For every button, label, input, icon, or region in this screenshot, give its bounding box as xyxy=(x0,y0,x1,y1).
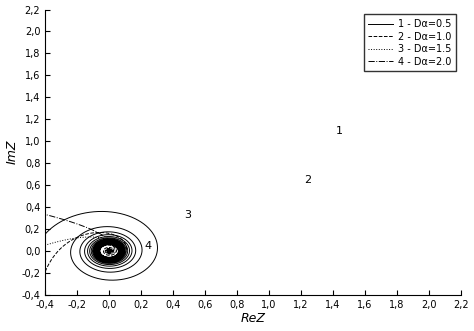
Line: 2 - Dα=1.0: 2 - Dα=1.0 xyxy=(29,232,127,331)
1 - Dα=0.5 xyxy=(46,296,51,300)
3 - Dα=1.5 xyxy=(37,245,43,249)
3 - Dα=1.5 xyxy=(83,235,89,239)
Text: 1: 1 xyxy=(336,125,343,135)
Text: 4: 4 xyxy=(144,241,151,251)
4 - Dα=2.0 xyxy=(105,249,111,253)
1 - Dα=0.5 xyxy=(152,257,157,261)
2 - Dα=1.0 xyxy=(36,290,42,294)
3 - Dα=1.5 xyxy=(105,252,111,256)
1 - Dα=0.5 xyxy=(136,238,142,242)
4 - Dα=2.0 xyxy=(107,250,113,254)
2 - Dα=1.0 xyxy=(113,257,119,261)
X-axis label: ReZ: ReZ xyxy=(240,312,265,325)
Line: 3 - Dα=1.5: 3 - Dα=1.5 xyxy=(0,237,117,331)
2 - Dα=1.0 xyxy=(54,251,59,255)
Text: 3: 3 xyxy=(184,210,191,220)
Line: 4 - Dα=2.0: 4 - Dα=2.0 xyxy=(0,0,114,252)
1 - Dα=0.5 xyxy=(116,249,121,253)
4 - Dα=2.0 xyxy=(106,249,112,253)
2 - Dα=1.0 xyxy=(97,230,102,234)
Legend: 1 - Dα=0.5, 2 - Dα=1.0, 3 - Dα=1.5, 4 - Dα=2.0: 1 - Dα=0.5, 2 - Dα=1.0, 3 - Dα=1.5, 4 - … xyxy=(364,15,456,71)
3 - Dα=1.5 xyxy=(106,249,112,253)
Line: 1 - Dα=0.5: 1 - Dα=0.5 xyxy=(34,212,474,331)
4 - Dα=2.0 xyxy=(106,249,112,253)
1 - Dα=0.5 xyxy=(99,210,104,213)
2 - Dα=1.0 xyxy=(113,250,119,254)
3 - Dα=1.5 xyxy=(107,250,113,254)
4 - Dα=2.0 xyxy=(105,237,111,241)
Text: 2: 2 xyxy=(304,175,311,185)
3 - Dα=1.5 xyxy=(87,235,93,239)
2 - Dα=1.0 xyxy=(107,249,112,253)
4 - Dα=2.0 xyxy=(73,221,78,225)
Y-axis label: ImZ: ImZ xyxy=(6,140,18,165)
